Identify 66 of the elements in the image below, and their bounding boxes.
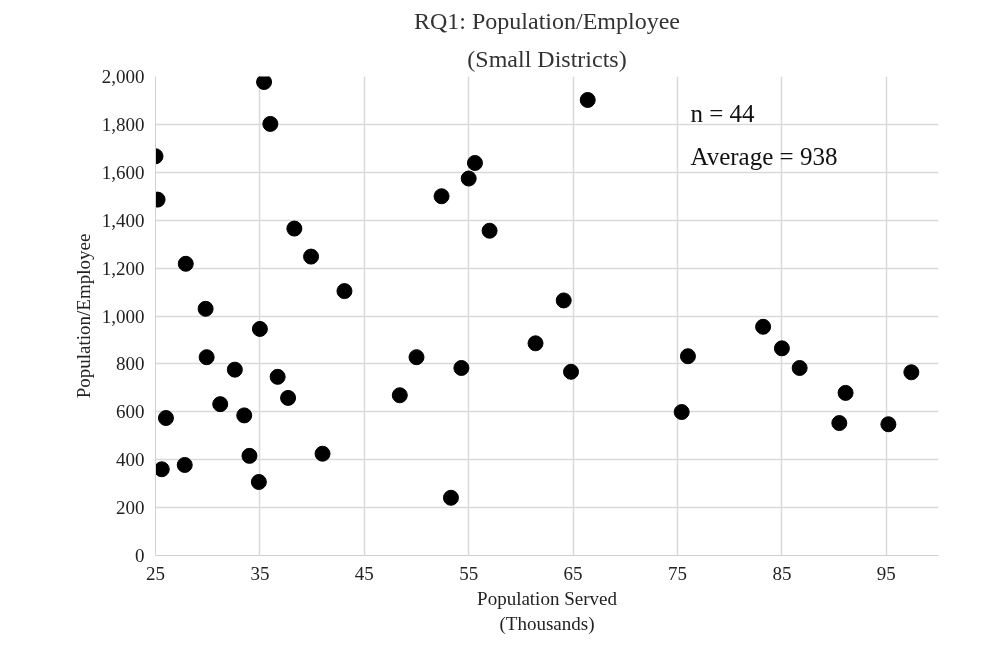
x-tick-label: 55 (459, 562, 479, 584)
point (880, 416, 897, 433)
point (773, 340, 790, 357)
point (831, 415, 848, 432)
point (262, 115, 279, 132)
y-tick-label: 1,400 (101, 209, 145, 231)
point (555, 292, 572, 309)
point (269, 368, 286, 385)
point (286, 220, 303, 237)
x-tick-label: 65 (563, 562, 583, 584)
point (177, 255, 194, 272)
point (280, 389, 297, 406)
point (563, 363, 580, 380)
point (466, 154, 483, 171)
point (755, 318, 772, 335)
y-tick-label: 400 (116, 449, 145, 471)
point (442, 489, 459, 506)
point (155, 461, 170, 478)
point (336, 283, 353, 300)
y-tick-label: 2,000 (101, 66, 145, 87)
point (460, 170, 477, 187)
chart-title: RQ1: Population/Employee (414, 7, 680, 34)
point (303, 248, 320, 265)
x-tick-label: 45 (354, 562, 374, 584)
point (433, 188, 450, 205)
chart-subtitle: (Small Districts) (467, 45, 627, 72)
annotation: n = 44 (690, 99, 756, 127)
y-tick-label: 800 (116, 353, 145, 375)
x-tick-label: 85 (772, 562, 792, 584)
y-tick-label: 1,800 (101, 113, 145, 135)
x-axis-title: Population Served (Thousands) (477, 587, 618, 635)
point (212, 396, 229, 413)
point (903, 364, 920, 381)
y-axis-title: Population/Employee (72, 233, 94, 399)
y-tick-label: 1,200 (101, 257, 145, 279)
point (837, 384, 854, 401)
point (236, 407, 253, 424)
point (176, 456, 193, 473)
point (391, 387, 408, 404)
point (157, 410, 174, 427)
point (198, 349, 215, 366)
x-tick-label: 95 (876, 562, 896, 584)
y-tick-label: 600 (116, 401, 145, 423)
annotation: Average = 938 (690, 142, 838, 170)
x-tick-label: 25 (146, 562, 165, 584)
point (241, 447, 258, 464)
point (256, 76, 273, 90)
y-tick-label: 1,000 (101, 305, 145, 327)
point (579, 91, 596, 108)
x-tick-label: 75 (668, 562, 687, 584)
point (679, 348, 696, 365)
y-tick-label: 1,600 (101, 161, 145, 183)
point (527, 335, 544, 352)
point (453, 359, 470, 376)
y-tick-label: 200 (116, 497, 145, 519)
y-tick-label: 0 (135, 545, 145, 566)
point (197, 300, 214, 317)
point (791, 359, 808, 376)
point (226, 361, 243, 378)
point (251, 320, 268, 337)
point (408, 349, 425, 366)
point (314, 445, 331, 462)
point (481, 222, 498, 239)
point (250, 473, 267, 490)
point (673, 404, 690, 421)
x-tick-label: 35 (250, 562, 270, 584)
